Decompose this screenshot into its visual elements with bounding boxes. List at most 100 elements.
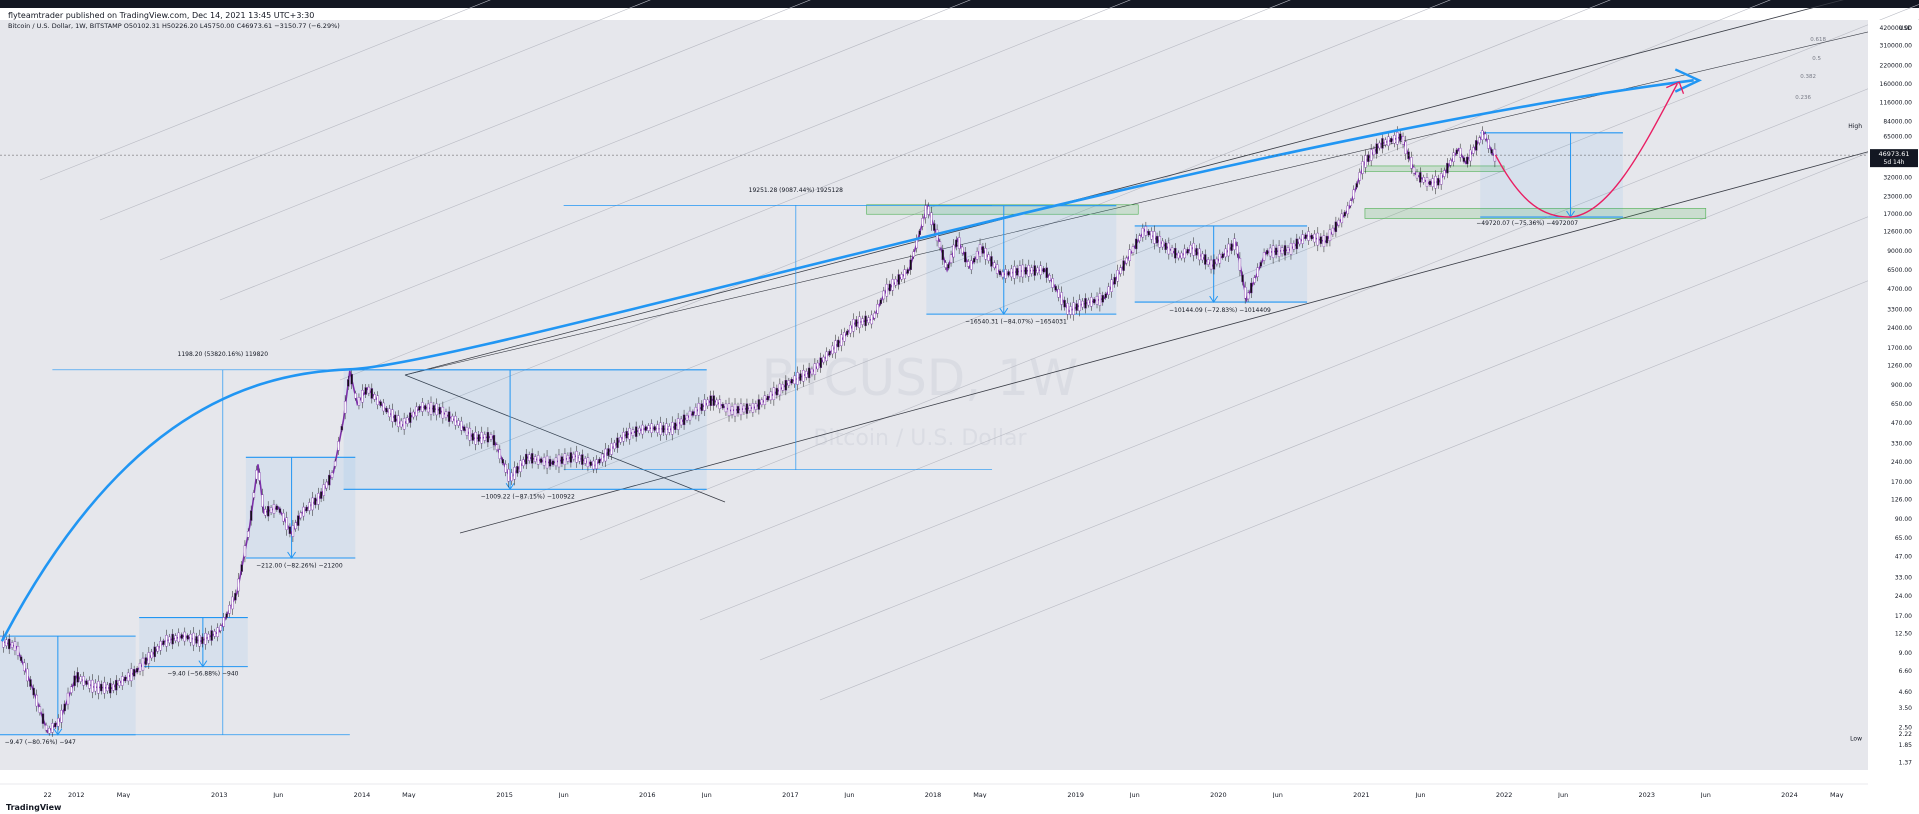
x-axis-tick-label: 2023: [1638, 791, 1655, 799]
candle-up: [1337, 219, 1341, 226]
candle-up: [1415, 171, 1419, 179]
candle-up: [891, 279, 894, 291]
fib-fan-line: [279, 0, 1131, 341]
candle-up: [572, 453, 576, 460]
candle-up: [575, 451, 578, 463]
drawdown-label: −10144.09 (−72.83%) −1014409: [1169, 307, 1271, 314]
candle-up: [5, 639, 8, 647]
candle-up: [676, 418, 680, 430]
candle-up: [507, 468, 510, 482]
candle-down: [1075, 303, 1078, 311]
y-axis-tick-label: 24.00: [1895, 593, 1912, 600]
low-label: Low: [1850, 735, 1862, 742]
candle-up: [294, 522, 297, 530]
candle-up: [1095, 296, 1099, 305]
candle-down: [1212, 259, 1216, 270]
candle-up: [44, 724, 48, 731]
candle-up: [1233, 238, 1236, 250]
candle-up: [474, 432, 477, 445]
drawdown-label: −212.00 (−82.26%) −21200: [256, 563, 343, 570]
candle-up: [787, 380, 791, 386]
candle-up: [805, 371, 808, 378]
candle-down: [1045, 267, 1048, 278]
candle-up: [903, 269, 906, 279]
candle-down: [210, 630, 213, 641]
candle-up: [671, 422, 674, 435]
candle-up: [703, 399, 706, 411]
candle-up: [399, 420, 403, 428]
candle-up: [957, 237, 961, 249]
candle-up: [930, 212, 933, 225]
candle-down: [897, 274, 900, 285]
candle-up: [1158, 236, 1162, 248]
candle-down: [1195, 248, 1198, 256]
candle-up: [91, 679, 94, 693]
candle-up: [1238, 257, 1242, 271]
candle-down: [1490, 149, 1493, 154]
candle-up: [367, 386, 371, 394]
candle-up: [141, 657, 145, 671]
candle-down: [1259, 262, 1263, 267]
candle-down: [41, 713, 45, 724]
candle-down: [85, 680, 88, 685]
y-axis-tick-label: 2400.00: [1887, 325, 1912, 332]
candle-up: [1021, 264, 1025, 278]
candle-up: [796, 372, 799, 385]
fib-fan-line: [699, 132, 1919, 621]
candle-up: [970, 260, 973, 270]
candle-up: [1144, 226, 1148, 236]
candle-down: [1381, 138, 1384, 149]
candle-up: [480, 432, 483, 444]
candle-up: [1087, 299, 1090, 306]
candle-down: [132, 669, 136, 677]
x-axis-tick-label: Jun: [843, 791, 854, 799]
candle-up: [578, 455, 581, 462]
candle-down: [462, 426, 466, 431]
candle-up: [519, 460, 522, 472]
y-axis-tick-label: 12.50: [1895, 631, 1912, 638]
candle-up: [921, 218, 924, 227]
candle-up: [631, 429, 635, 436]
candle-up: [70, 686, 73, 693]
candle-up: [421, 402, 424, 412]
candle-up: [668, 426, 671, 433]
candle-up: [1218, 253, 1222, 264]
candle-down: [1325, 235, 1329, 244]
candle-up: [613, 442, 616, 450]
candle-down: [790, 379, 793, 384]
candle-down: [1221, 253, 1224, 258]
candle-down: [492, 435, 496, 446]
candle-up: [1443, 170, 1446, 177]
candle-down: [63, 703, 66, 712]
candle-up: [207, 633, 210, 641]
candle-up: [165, 635, 168, 647]
candle-down: [662, 425, 665, 433]
candle-up: [388, 408, 391, 418]
candle-down: [1375, 143, 1378, 154]
y-axis-tick-label: 160000.00: [1880, 81, 1913, 88]
candle-up: [825, 351, 828, 362]
candle-down: [589, 461, 592, 466]
candle-up: [1161, 240, 1164, 248]
fib-fan-line: [459, 0, 1611, 461]
candle-down: [471, 433, 474, 441]
candle-up: [1098, 293, 1102, 306]
candle-down: [721, 403, 725, 409]
drawdown-arrow-head: [198, 660, 208, 668]
candle-up: [261, 494, 264, 507]
candle-down: [1164, 242, 1167, 250]
candle-up: [252, 492, 256, 498]
candle-up: [88, 680, 91, 689]
fib-fan-line: [819, 260, 1919, 701]
x-axis-tick-label: 2021: [1353, 791, 1370, 799]
y-axis-tick-label: 220000.00: [1880, 62, 1913, 69]
candle-up: [647, 425, 650, 431]
candle-down: [1428, 180, 1432, 186]
candle-up: [867, 317, 870, 323]
candle-up: [993, 262, 996, 268]
y-axis-tick-label: 650.00: [1891, 401, 1912, 408]
y-axis-tick-label: 6500.00: [1887, 267, 1912, 274]
footer-bar: [0, 798, 1919, 814]
candle-up: [1141, 227, 1145, 238]
